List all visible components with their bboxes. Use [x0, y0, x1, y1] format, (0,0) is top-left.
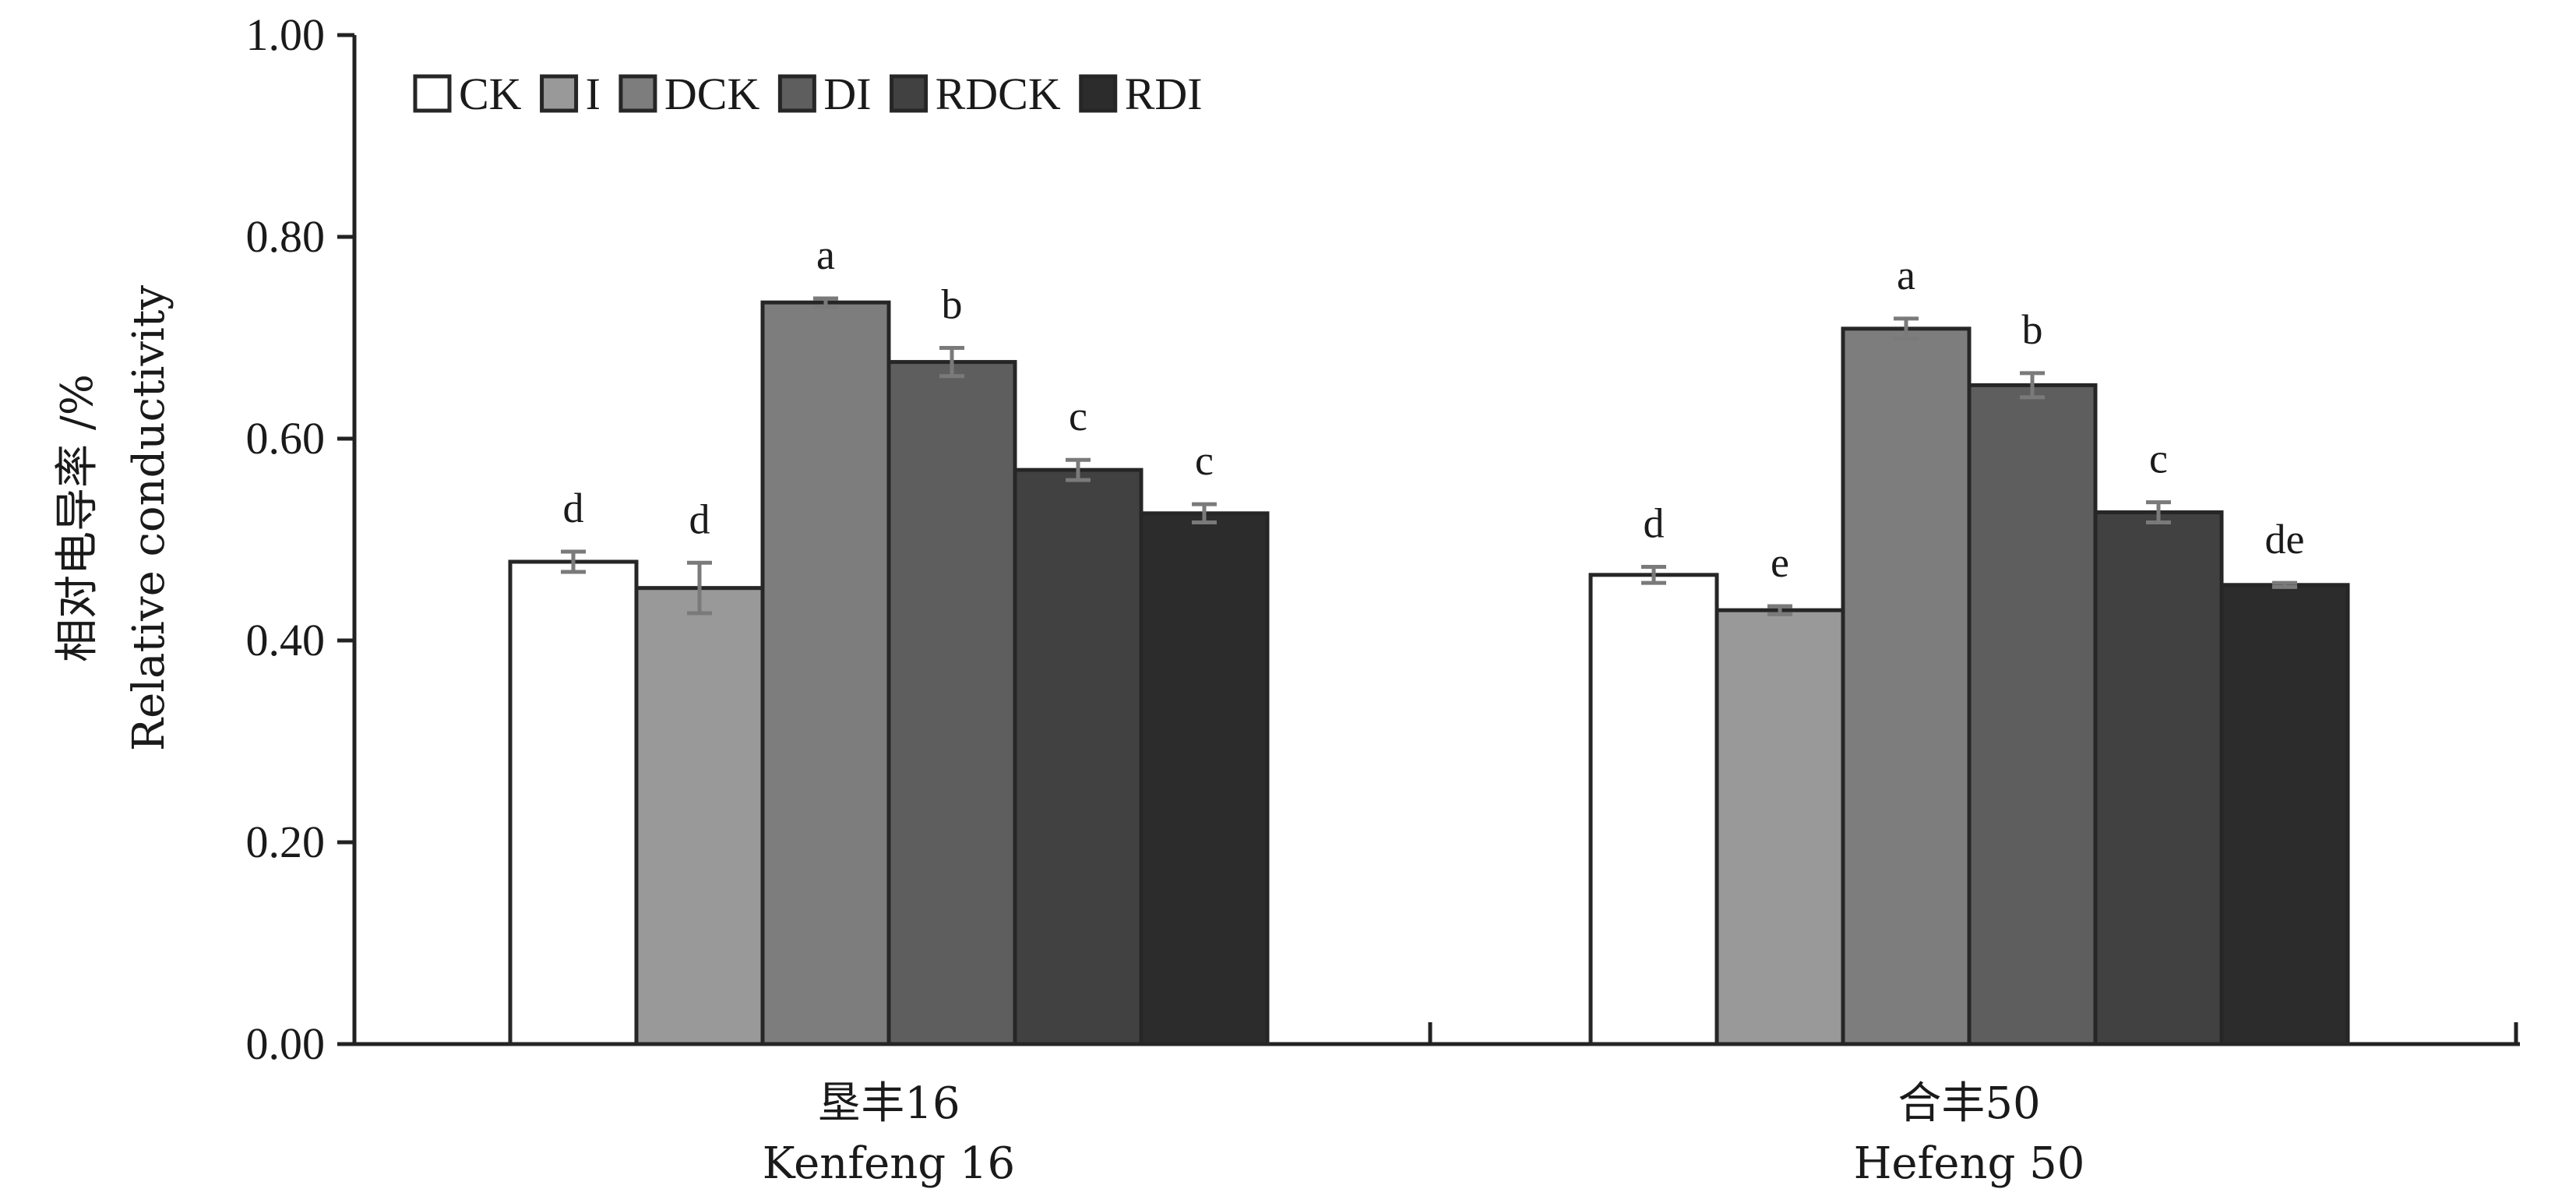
bar-ck-2 [1588, 573, 1719, 1046]
category-label-en: Hefeng 50 [1854, 1138, 2085, 1189]
bar-ck-1 [508, 559, 639, 1046]
bar-rdi-1 [1139, 511, 1270, 1046]
legend: CK I DCK DI RDCK RDI [413, 69, 1203, 119]
bar-i-1 [634, 586, 765, 1046]
legend-swatch [540, 74, 579, 113]
significance-label: a [1897, 252, 1915, 298]
significance-label: c [1195, 437, 1214, 484]
significance-label: c [1069, 393, 1087, 439]
legend-swatch [1079, 74, 1118, 113]
significance-label: d [1644, 499, 1665, 546]
y-axis-title-cn: 相对电导率 /% [52, 374, 103, 662]
significance-label: d [689, 496, 710, 542]
category-label-cn: 合丰50 [1898, 1078, 2040, 1129]
y-tick-label: 0.80 [246, 211, 326, 262]
bar-rdck-2 [2093, 510, 2224, 1046]
axes: 0.00 0.20 0.40 0.60 0.80 1.00 垦丰16 Kenfeng 16 合丰… [246, 9, 2520, 1189]
legend-swatch [777, 74, 816, 113]
y-tick-label: 1.00 [246, 9, 326, 60]
significance-label: b [2022, 306, 2043, 353]
bar-dck-1 [760, 300, 891, 1046]
bar-i-2 [1714, 608, 1845, 1046]
legend-label: I [586, 69, 601, 119]
bar-di-2 [1967, 383, 2098, 1046]
bar-dck-2 [1841, 326, 1972, 1046]
significance-label: c [2149, 436, 2168, 482]
category-label-cn: 垦丰16 [817, 1078, 960, 1129]
legend-label: CK [459, 69, 522, 119]
significance-label: b [942, 280, 963, 327]
legend-swatch [890, 74, 929, 113]
y-tick-label: 0.40 [246, 615, 326, 665]
significance-label: e [1771, 539, 1789, 586]
legend-label: RDCK [936, 69, 1061, 119]
significance-label: de [2265, 516, 2305, 563]
bar-di-1 [886, 360, 1017, 1046]
significance-label: a [816, 231, 835, 278]
y-tick-label: 0.60 [246, 413, 326, 464]
legend-swatch [618, 74, 657, 113]
legend-label: RDI [1125, 69, 1203, 119]
bar-rdi-2 [2219, 583, 2350, 1046]
category-label-en: Kenfeng 16 [763, 1138, 1015, 1189]
y-tick-label: 0.00 [246, 1018, 326, 1069]
legend-swatch [413, 74, 452, 113]
significance-label: d [563, 485, 584, 531]
bar-rdck-1 [1013, 467, 1144, 1046]
legend-label: DCK [664, 69, 760, 119]
y-axis-title-en: Relative conductivity [124, 285, 174, 751]
legend-label: DI [823, 69, 871, 119]
y-tick-label: 0.20 [246, 817, 326, 867]
